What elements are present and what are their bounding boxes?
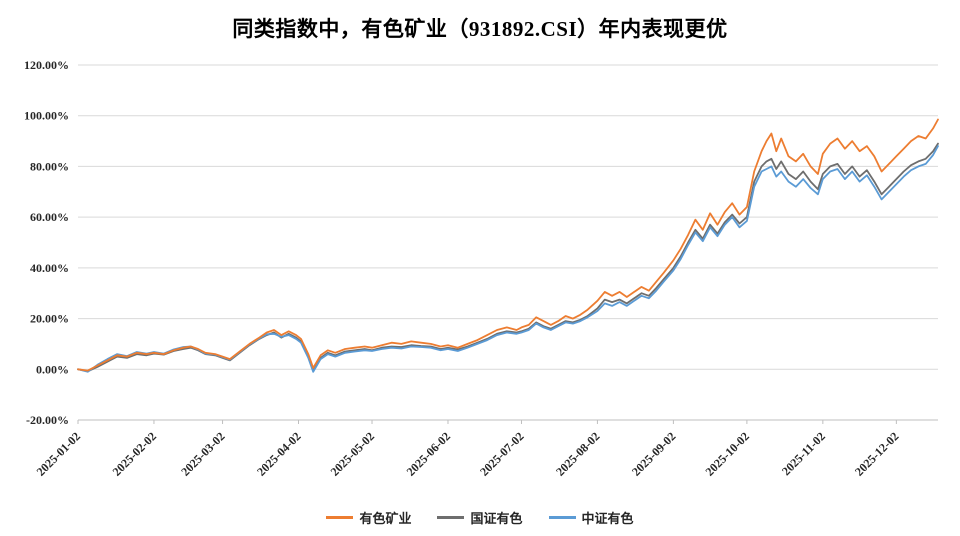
x-axis-tick-label: 2025-05-02 [328,429,377,478]
x-axis-tick-label: 2025-01-02 [34,429,83,478]
y-axis-tick-label: 80.00% [30,159,69,173]
y-axis-tick-label: 60.00% [30,210,69,224]
y-axis-tick-label: 0.00% [36,362,69,376]
chart-title: 同类指数中，有色矿业（931892.CSI）年内表现更优 [232,17,728,41]
legend-item-zhongzheng-youse: 中证有色 [548,508,634,527]
legend-line-swatch-orange [326,516,354,519]
legend-item-guozheng-youse: 国证有色 [437,508,523,527]
legend-label-youse-kuangye: 有色矿业 [359,511,412,526]
legend-line-swatch-blue [548,516,576,519]
x-axis-tick-label: 2025-09-02 [629,429,678,478]
x-axis-tick-label: 2025-11-02 [779,429,828,478]
x-axis-tick-label: 2025-10-02 [703,429,752,478]
series-line-0 [77,118,939,372]
x-axis-tick-label: 2025-07-02 [477,429,526,478]
legend-label-zhongzheng-youse: 中证有色 [581,511,634,526]
legend-line-swatch-gray [437,516,465,519]
x-axis-tick-label: 2025-12-02 [852,429,901,478]
legend-label-guozheng-youse: 国证有色 [470,511,523,526]
y-axis-tick-label: 100.00% [24,109,69,123]
y-axis-tick-label: 40.00% [30,261,69,275]
x-axis-tick-label: 2025-04-02 [254,429,303,478]
x-axis-tick-label: 2025-08-02 [553,429,602,478]
y-axis-tick-label: 120.00% [24,58,69,72]
legend-item-youse-kuangye: 有色矿业 [326,508,411,527]
x-axis-tick-label: 2025-06-02 [404,429,453,478]
chart-legend: 有色矿业 国证有色 中证有色 [0,508,960,527]
x-axis-tick-label: 2025-03-02 [178,429,227,478]
y-axis-tick-label: -20.00% [26,413,69,427]
x-axis-tick-label: 2025-02-02 [110,429,159,478]
series-line-1 [77,142,939,373]
y-axis-tick-label: 20.00% [30,312,69,326]
